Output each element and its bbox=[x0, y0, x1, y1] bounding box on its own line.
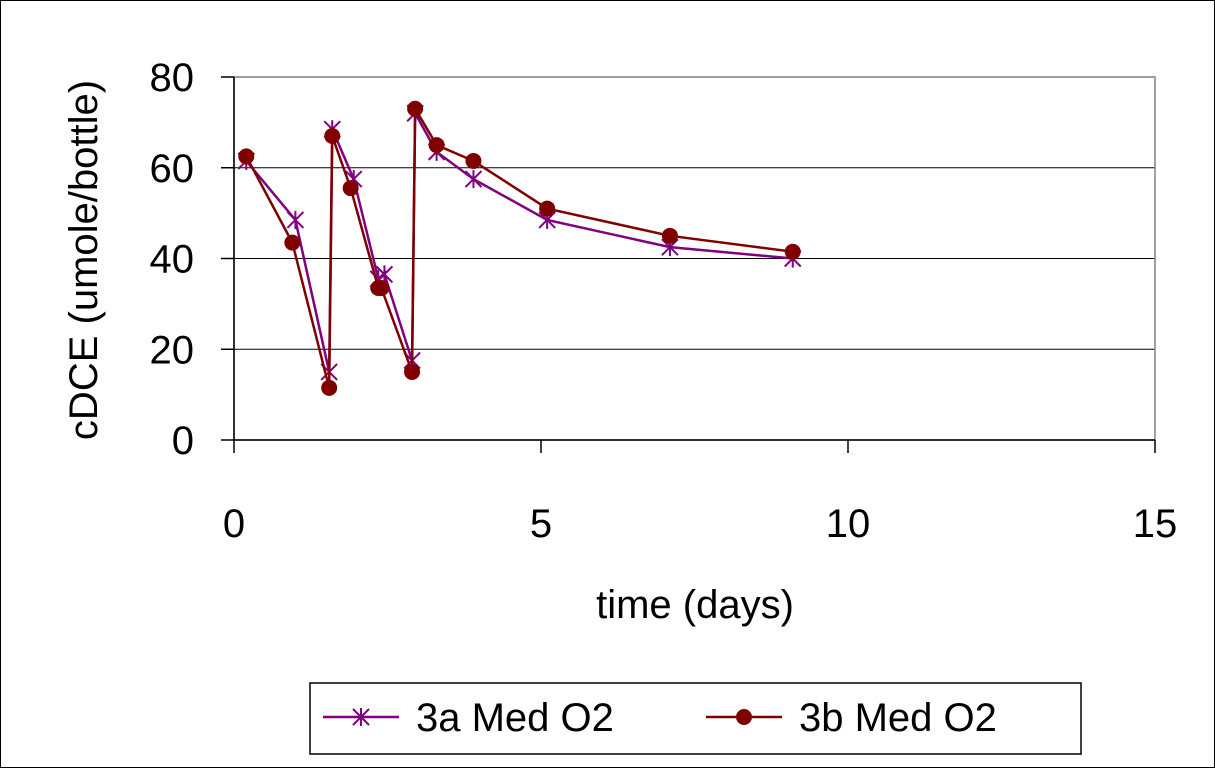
data-point bbox=[375, 265, 394, 284]
axes: 0 20 40 60 80 0 5 10 15 bbox=[150, 56, 1178, 546]
y-tick-label: 20 bbox=[150, 328, 195, 372]
y-axis-title: cDCE (umole/bottle) bbox=[62, 80, 106, 440]
y-tick-label: 0 bbox=[172, 419, 194, 463]
legend-marker bbox=[352, 708, 370, 726]
y-tick-label: 40 bbox=[150, 238, 195, 282]
legend-label: 3b Med O2 bbox=[799, 696, 997, 740]
data-point bbox=[407, 100, 424, 117]
data-point bbox=[324, 127, 341, 144]
legend-box bbox=[309, 682, 1082, 755]
gridlines bbox=[234, 76, 1155, 350]
data-point bbox=[373, 279, 390, 296]
data-point bbox=[661, 227, 678, 244]
y-tick-label: 80 bbox=[150, 56, 195, 100]
legend-marker bbox=[736, 709, 752, 725]
data-point bbox=[464, 170, 483, 189]
data-point bbox=[428, 137, 445, 154]
x-axis-title: time (days) bbox=[596, 583, 794, 627]
data-point bbox=[238, 148, 255, 165]
legend-items: 3a Med O2 3b Med O2 bbox=[323, 696, 997, 740]
data-point bbox=[784, 243, 801, 260]
series-layer bbox=[237, 100, 802, 396]
data-point bbox=[465, 152, 482, 169]
series-2 bbox=[238, 100, 801, 396]
legend-entry: 3b Med O2 bbox=[706, 696, 997, 740]
data-point bbox=[404, 363, 421, 380]
data-point bbox=[286, 210, 305, 229]
x-tick-label: 15 bbox=[1133, 502, 1178, 546]
legend-entry: 3a Med O2 bbox=[323, 696, 614, 740]
x-tick-label: 5 bbox=[530, 502, 552, 546]
data-point bbox=[342, 180, 359, 197]
x-tick-label: 0 bbox=[223, 502, 245, 546]
data-point bbox=[321, 379, 338, 396]
data-point bbox=[539, 200, 556, 217]
series-line bbox=[245, 104, 793, 389]
series-line bbox=[245, 108, 793, 373]
data-point bbox=[284, 234, 301, 251]
legend-label: 3a Med O2 bbox=[416, 696, 614, 740]
y-tick-label: 60 bbox=[150, 147, 195, 191]
x-tick-label: 10 bbox=[826, 502, 871, 546]
legend: 3a Med O2 3b Med O2 bbox=[309, 682, 1082, 755]
